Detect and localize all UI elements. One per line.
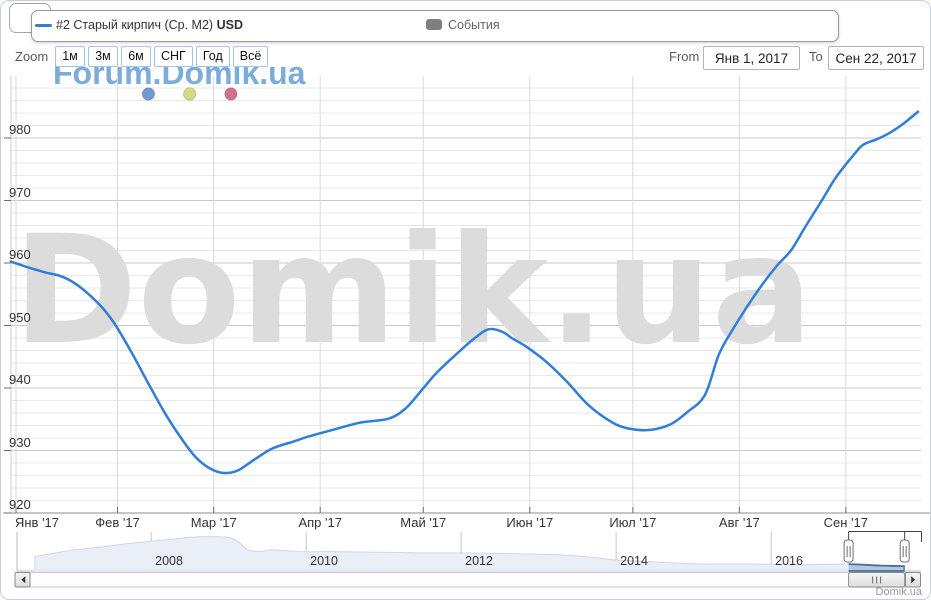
legend-series-unit: USD [216,18,243,32]
watermark-domik: Domik.ua [13,204,813,378]
axis-group [3,137,930,514]
zoom-range-button-3м[interactable]: 3м [88,46,118,67]
zoom-range-button-1м[interactable]: 1м [55,46,85,67]
from-label: From [669,49,700,64]
zoom-range-button-Всё[interactable]: Всё [232,46,269,67]
zoom-range-button-Год[interactable]: Год [195,46,230,67]
watermark-group: Domik.ua [13,204,813,378]
scrollbar [14,572,921,588]
events-legend-marker [426,19,442,30]
zoom-label: Zoom [15,49,49,64]
zoom-range-button-СНГ[interactable]: СНГ [154,46,193,67]
from-date-input[interactable] [703,46,800,70]
price-series-line [9,110,920,475]
right-arrow-icon [911,576,916,584]
event-marker-dot[interactable] [141,87,156,101]
event-marker-dot[interactable] [224,87,238,101]
legend-series-item[interactable]: #2 Старый кирпич (Ср. М2) USD [56,18,243,32]
gridlines [10,76,921,514]
navigator-group [16,531,922,572]
series-group [9,87,920,475]
credit-label[interactable]: Domik.ua [875,586,922,598]
zoom-range-buttons: 1м 3м 6м СНГ Год Всё [55,46,269,67]
navigator-handle-right[interactable] [899,539,910,563]
left-arrow-icon [21,576,26,584]
legend-events-item[interactable]: События [448,18,500,32]
scrollbar-right-button[interactable] [905,572,921,588]
to-label: To [809,49,823,64]
navigator-selected-series [848,563,905,572]
navigator-area-series [34,536,905,572]
to-date-input[interactable] [828,46,924,70]
event-marker-dot[interactable] [183,87,197,101]
series-line-swatch [35,24,52,27]
navigator-handle-left[interactable] [843,539,854,563]
legend-series-label: #2 Старый кирпич (Ср. М2) [56,18,214,32]
scrollbar-track[interactable] [29,572,907,588]
scrollbar-thumb[interactable] [848,572,906,588]
zoom-range-button-6м[interactable]: 6м [121,46,151,67]
scrollbar-left-button[interactable] [14,572,31,588]
